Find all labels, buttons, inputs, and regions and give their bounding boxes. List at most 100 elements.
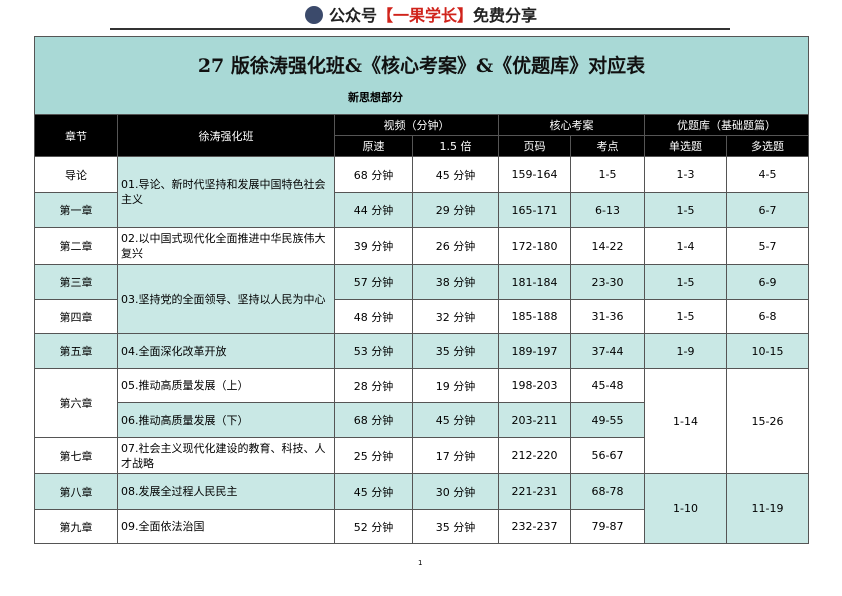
table-row: 第二章 02.以中国式现代化全面推进中华民族伟大复兴 39 分钟 26 分钟 172-1… [34,227,809,265]
table-cell: 1-5 [570,156,645,193]
avatar [304,6,323,24]
column-header: 徐涛强化班 [117,114,335,157]
page-number: 1 [418,559,423,567]
table-cell: 181-184 [498,264,571,300]
table-cell: 1-9 [644,333,727,369]
column-header: 考点 [570,135,645,157]
table-cell: 221-231 [498,473,571,510]
table-row: 第九章 09.全面依法治国 52 分钟 35 分钟 232-237 79-87 [34,509,809,544]
title-box: 27 版徐涛强化班&《核心考案》&《优题库》对应表 新思想部分 [34,36,809,114]
table-cell: 25 分钟 [334,437,413,474]
column-header: 章节 [34,114,118,157]
table-cell: 52 分钟 [334,509,413,544]
table-cell: 11-19 [726,473,809,544]
table-cell: 02.以中国式现代化全面推进中华民族伟大复兴 [117,227,335,265]
table-row: 第六章 05.推动高质量发展（上） 28 分钟 19 分钟 198-203 45-48 1-… [34,368,809,474]
table-cell: 35 分钟 [412,333,499,369]
table-cell: 1-3 [644,156,727,193]
column-header: 页码 [498,135,571,157]
table-cell: 53 分钟 [334,333,413,369]
table-cell: 1-5 [644,264,727,300]
table-cell: 32 分钟 [412,299,499,334]
table-cell: 159-164 [498,156,571,193]
table-cell: 14-22 [570,227,645,265]
table-cell: 45 分钟 [334,473,413,510]
table-cell: 29 分钟 [412,192,499,228]
column-header: 核心考案 [498,114,645,136]
table-cell: 44 分钟 [334,192,413,228]
table-cell: 第四章 [34,299,118,334]
table-row: 第五章 04.全面深化改革开放 53 分钟 35 分钟 189-197 37-44 1-9 1… [34,333,809,369]
table-cell: 28 分钟 [334,368,413,403]
table-cell: 39 分钟 [334,227,413,265]
table-cell: 10-15 [726,333,809,369]
table-cell: 第二章 [34,227,118,265]
table-row: 原速 1.5 倍页码 考点 单选题 多选题 [35,135,809,157]
column-header: 视频（分钟） [334,114,499,136]
table-cell: 05.推动高质量发展（上） [117,368,335,403]
table-cell: 6-7 [726,192,809,228]
table-cell: 1-4 [644,227,727,265]
table-cell: 165-171 [498,192,571,228]
table-cell: 04.全面深化改革开放 [117,333,335,369]
header-highlight: 【一果学长】 [376,6,473,25]
table-cell: 56-67 [570,437,645,474]
table-cell: 第六章 [34,368,118,438]
table-cell: 185-188 [498,299,571,334]
table-cell: 38 分钟 [412,264,499,300]
table-cell: 203-211 [498,402,571,438]
table-cell: 31-36 [570,299,645,334]
table-cell: 5-7 [726,227,809,265]
table-cell: 30 分钟 [412,473,499,510]
table-row: 第一章 44 分钟 29 分钟 165-171 6-13 1-5 6-7 [34,192,809,228]
table-cell: 198-203 [498,368,571,403]
table-cell: 09.全面依法治国 [117,509,335,544]
table-cell: 48 分钟 [334,299,413,334]
column-header: 多选题 [726,135,809,157]
table-cell: 1-14 [644,368,727,474]
table-cell: 68 分钟 [334,402,413,438]
share-header: 公众号【一果学长】免费分享 [0,2,842,26]
header-text: 免费分享 [473,6,538,25]
table-cell: 06.推动高质量发展（下） [117,402,335,438]
table-cell: 01.导论、新时代坚持和发展中国特色社会主义 [117,156,335,228]
table-cell: 79-87 [570,509,645,544]
table-row: 导论 01.导论、新时代坚持和发展中国特色社会主义 68 分钟 45 分钟 159-16… [34,156,809,228]
table-row: 第八章 08.发展全过程人民民主 45 分钟 30 分钟 221-231 68-78 1-1… [34,473,809,544]
table-cell: 第九章 [34,509,118,544]
column-header: 1.5 倍 [412,135,499,157]
table-cell: 第五章 [34,333,118,369]
header-text: 公众号 [328,6,377,25]
table-cell: 35 分钟 [412,509,499,544]
table-cell: 第三章 [34,264,118,300]
table-cell: 19 分钟 [412,368,499,403]
table-cell: 第七章 [34,437,118,474]
table-cell: 03.坚持党的全面领导、坚持以人民为中心 [117,264,335,334]
header-rule [110,28,730,30]
table-cell: 189-197 [498,333,571,369]
title: 27 版徐涛强化班&《核心考案》&《优题库》对应表 [197,55,646,77]
table-cell: 6-8 [726,299,809,334]
column-header: 原速 [334,135,413,157]
table-cell: 45-48 [570,368,645,403]
table-cell: 导论 [34,156,118,193]
table-cell: 26 分钟 [412,227,499,265]
table-cell: 212-220 [498,437,571,474]
table-cell: 45 分钟 [412,402,499,438]
table-cell: 45 分钟 [412,156,499,193]
table-cell: 15-26 [726,368,809,474]
column-header: 单选题 [644,135,727,157]
table-cell: 07.社会主义现代化建设的教育、科技、人才战略 [117,437,335,474]
table-cell: 57 分钟 [334,264,413,300]
column-header: 优题库（基础题篇） [644,114,809,136]
table-cell: 68-78 [570,473,645,510]
table-cell: 37-44 [570,333,645,369]
table-cell: 08.发展全过程人民民主 [117,473,335,510]
mapping-table: 章节 徐涛强化班 视频（分钟） 核心考案 优题库（基础题篇） 原速 1.5 倍页码 考点 单选… [34,114,809,544]
table-cell: 232-237 [498,509,571,544]
table-row: 06.推动高质量发展（下） 68 分钟 45 分钟 203-211 49-55 [35,402,809,438]
table-cell: 第八章 [34,473,118,510]
table-row: 第三章 03.坚持党的全面领导、坚持以人民为中心 57 分钟 38 分钟 181-184… [34,264,809,334]
table-row: 章节 徐涛强化班 视频（分钟） 核心考案 优题库（基础题篇） [34,114,809,157]
